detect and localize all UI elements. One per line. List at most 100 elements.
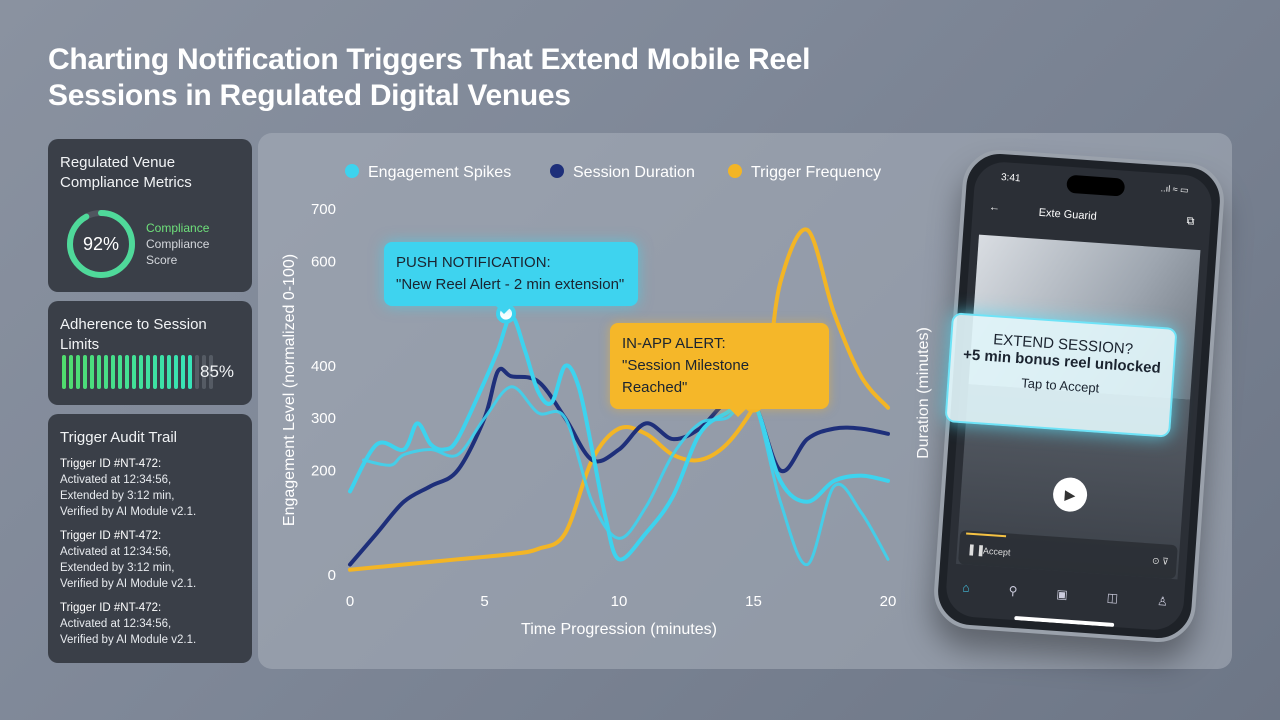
legend-marker	[345, 164, 359, 178]
audit-entry: Trigger ID #NT-472: Activated at 12:34:56…	[60, 528, 240, 592]
series-line-session-duration	[348, 366, 890, 567]
page-title-line1: Charting Notification Triggers That Exte…	[48, 43, 811, 76]
adherence-bar-segment	[125, 355, 129, 389]
page-title-line2: Sessions in Regulated Digital Venues	[48, 79, 571, 112]
add-icon[interactable]: ▣	[1055, 586, 1069, 602]
share-icon[interactable]: ⧉	[1186, 215, 1195, 228]
y-axis-label: Engagement Level (normalized 0-100)	[281, 254, 298, 526]
phone-notch	[1066, 174, 1126, 197]
push-notification-callout: PUSH NOTIFICATION: "New Reel Alert - 2 m…	[384, 242, 638, 314]
adherence-bar-segment	[69, 355, 73, 389]
legend-label: Engagement Spikes	[368, 164, 511, 181]
adherence-bar-segment	[160, 355, 164, 389]
status-time: 3:41	[1000, 172, 1021, 185]
player-progress[interactable]	[966, 532, 1007, 538]
audit-entry-line: Extended by 3:12 min,	[60, 490, 175, 502]
y2-axis-label: Duration (minutes)	[915, 327, 932, 459]
profile-icon[interactable]: ♙	[1156, 593, 1169, 609]
inapp-callout-text: "Session Milestone Reached"	[622, 357, 750, 396]
push-callout-title: PUSH NOTIFICATION:	[396, 254, 551, 271]
y-tick-label: 300	[311, 410, 336, 427]
adherence-bar-segment	[62, 355, 66, 389]
app-header: ← Exte Guarid ⧉	[988, 201, 1195, 235]
x-tick-label: 15	[745, 593, 762, 610]
adherence-bar-segment	[209, 355, 213, 389]
compliance-ring-arc	[67, 210, 135, 278]
page-title: Charting Notification Triggers That Exte…	[48, 42, 948, 114]
audit-entry: Trigger ID #NT-472: Activated at 12:34:56…	[60, 456, 240, 520]
chart-svg: Engagement Spikes Session Duration Trigger…	[281, 164, 932, 638]
compliance-title-line1: Regulated Venue	[60, 154, 176, 171]
inapp-alert-callout: IN-APP ALERT: "Session Milestone Reached…	[610, 323, 829, 417]
audit-entry: Trigger ID #NT-472: Activated at 12:34:56…	[60, 600, 240, 648]
status-icons: ..ıl ≈ ▭	[1160, 183, 1189, 196]
audit-list: Trigger ID #NT-472: Activated at 12:34:56…	[60, 456, 240, 648]
audit-entry-id: Trigger ID #NT-472:	[60, 530, 162, 542]
back-arrow-icon[interactable]: ←	[988, 201, 1001, 215]
inapp-callout-title: IN-APP ALERT:	[622, 335, 726, 352]
adherence-card-title: Adherence to Session Limits	[60, 315, 240, 355]
player-controls[interactable]: ⊙ ⊽	[1151, 555, 1170, 567]
adherence-bar-segment	[167, 355, 171, 389]
bottom-nav: ⌂ ⚲ ▣ ◫ ♙	[962, 580, 1168, 608]
home-icon[interactable]: ⌂	[961, 580, 971, 595]
audit-entry-line: Activated at 12:34:56,	[60, 618, 172, 630]
legend-marker	[550, 164, 564, 178]
adherence-bar-segment	[202, 355, 206, 389]
adherence-bar-segment	[174, 355, 178, 389]
audit-entry-line: Activated at 12:34:56,	[60, 546, 172, 558]
x-tick-label: 20	[880, 593, 897, 610]
adherence-bar-segment	[76, 355, 80, 389]
adherence-title-line2: Limits	[60, 336, 100, 353]
adherence-bar-segment	[111, 355, 115, 389]
audit-entry-line: Verified by AI Module v2.1.	[60, 578, 197, 590]
compliance-card-title: Regulated Venue Compliance Metrics	[60, 153, 240, 193]
adherence-bar-segment	[195, 355, 199, 389]
audit-entry-line: Verified by AI Module v2.1.	[60, 634, 197, 646]
compliance-ring	[67, 210, 135, 278]
search-icon[interactable]: ⚲	[1008, 583, 1018, 599]
push-callout-text: "New Reel Alert - 2 min extension"	[396, 276, 625, 293]
adherence-value: 85%	[200, 362, 235, 381]
y-tick-label: 400	[311, 358, 336, 375]
audit-entry-line: Extended by 3:12 min,	[60, 562, 175, 574]
x-axis-label: Time Progression (minutes)	[521, 621, 717, 638]
adherence-bar-segment	[139, 355, 143, 389]
play-icon: ▶	[1064, 485, 1077, 503]
legend-marker	[728, 164, 742, 178]
compliance-card: Regulated Venue Compliance Metrics 92% C…	[48, 139, 252, 292]
y-tick-label: 200	[311, 462, 336, 479]
messages-icon[interactable]: ◫	[1106, 590, 1119, 606]
compliance-label-2: Compliance	[146, 237, 210, 251]
adherence-bar-segment	[104, 355, 108, 389]
series-line-engagement-spikes-2	[361, 385, 890, 567]
x-tick-label: 0	[346, 593, 354, 610]
compliance-score-label: Score	[146, 253, 178, 267]
compliance-title-line2: Compliance Metrics	[60, 174, 192, 191]
legend-label: Trigger Frequency	[751, 164, 881, 181]
extend-session-toast[interactable]: EXTEND SESSION? +5 min bonus reel unlock…	[944, 312, 1178, 438]
audit-card-title: Trigger Audit Trail	[60, 429, 177, 446]
adherence-bar-segment	[90, 355, 94, 389]
adherence-bar-meter	[62, 355, 213, 389]
audit-entry-line: Verified by AI Module v2.1.	[60, 506, 197, 518]
y-tick-label: 700	[311, 201, 336, 218]
series-line-engagement-spikes	[348, 314, 890, 562]
audit-entry-line: Activated at 12:34:56,	[60, 474, 172, 486]
audit-entry-id: Trigger ID #NT-472:	[60, 602, 162, 614]
y-tick-label: 600	[311, 253, 336, 270]
adherence-bar-segment	[132, 355, 136, 389]
adherence-bar-segment	[118, 355, 122, 389]
adherence-bar-segment	[153, 355, 157, 389]
player-label[interactable]: Accept	[982, 545, 1011, 558]
adherence-bar-segment	[181, 355, 185, 389]
adherence-bar-segment	[188, 355, 192, 389]
compliance-value: 92%	[82, 233, 120, 254]
series-line-trigger-frequency	[348, 227, 890, 572]
adherence-card: Adherence to Session Limits 85%	[48, 301, 252, 405]
adherence-title-line1: Adherence to Session	[60, 316, 207, 333]
adherence-bar-segment	[146, 355, 150, 389]
app-name: Exte Guarid	[1038, 206, 1098, 223]
home-indicator	[1014, 616, 1115, 628]
compliance-label: Compliance	[146, 221, 210, 235]
